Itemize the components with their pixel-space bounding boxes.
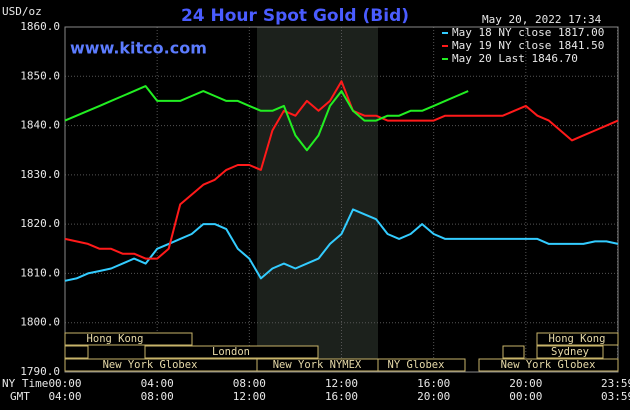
y-tick-label: 1790.0 <box>20 365 60 378</box>
session-label: New York NYMEX <box>273 359 362 371</box>
series-line <box>64 85 469 152</box>
session-box <box>502 345 525 359</box>
x2-tick-label: 16:00 <box>325 390 358 403</box>
x-row-label: GMT <box>10 390 30 403</box>
session-box <box>64 345 89 359</box>
y-tick-label: 1850.0 <box>20 69 60 82</box>
x2-tick-label: 03:59 <box>601 390 630 403</box>
session-box <box>536 332 619 346</box>
y-tick-label: 1860.0 <box>20 20 60 33</box>
y-tick-label: 1840.0 <box>20 119 60 132</box>
ny-session-shade <box>257 27 378 372</box>
x-tick-label: 04:00 <box>141 377 174 390</box>
session-box <box>144 345 319 359</box>
session-label: London <box>212 346 250 358</box>
y-tick-label: 1800.0 <box>20 316 60 329</box>
session-box <box>377 358 466 372</box>
session-label: New York Globex <box>501 359 596 371</box>
chart-title: 24 Hour Spot Gold (Bid) <box>181 6 409 26</box>
x2-tick-label: 04:00 <box>48 390 81 403</box>
session-label: Sydney <box>551 346 589 358</box>
legend-label: May 20 Last 1846.70 <box>452 52 578 65</box>
legend-label: May 19 NY close 1841.50 <box>452 39 604 52</box>
x2-tick-label: 12:00 <box>233 390 266 403</box>
session-label: NY Globex <box>388 359 445 371</box>
x-tick-label: 12:00 <box>325 377 358 390</box>
session-label: Hong Kong <box>549 333 606 345</box>
y-tick-label: 1830.0 <box>20 168 60 181</box>
session-label: Hong Kong <box>87 333 144 345</box>
session-box <box>536 345 604 359</box>
x2-tick-label: 08:00 <box>141 390 174 403</box>
y-tick-label: 1820.0 <box>20 217 60 230</box>
y-tick-label: 1810.0 <box>20 266 60 279</box>
x-tick-label: 00:00 <box>48 377 81 390</box>
series-line <box>64 208 619 282</box>
legend-label: May 18 NY close 1817.00 <box>452 26 604 39</box>
session-box <box>64 332 193 346</box>
sessions: Hong Kong London New York Globex New Yor… <box>64 332 619 372</box>
session-label: New York Globex <box>103 359 198 371</box>
x2-tick-label: 20:00 <box>417 390 450 403</box>
timestamp: May 20, 2022 17:34 <box>482 13 602 26</box>
x-tick-label: 20:00 <box>509 377 542 390</box>
site-label: www.kitco.com <box>70 39 207 58</box>
session-box <box>478 358 619 372</box>
x-tick-label: 16:00 <box>417 377 450 390</box>
series-line <box>64 80 619 260</box>
x2-tick-label: 00:00 <box>509 390 542 403</box>
y-unit: USD/oz <box>2 5 42 18</box>
x-tick-label: 23:59 <box>601 377 630 390</box>
x-row-label: NY Time <box>2 377 48 390</box>
x-tick-label: 08:00 <box>233 377 266 390</box>
plot-border <box>64 26 619 373</box>
